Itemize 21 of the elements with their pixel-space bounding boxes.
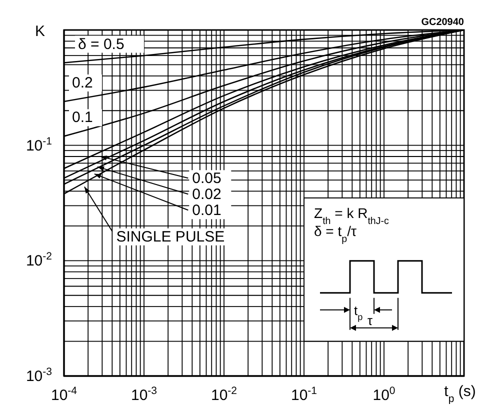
y-axis-title: K xyxy=(34,23,46,40)
series-label: 0.1 xyxy=(72,109,93,126)
series-label: 0.2 xyxy=(72,74,93,92)
x-tick-label: 10$^{-4}$ xyxy=(50,385,78,404)
y-tick-label: 10$^{-1}$ xyxy=(26,135,52,154)
y-tick-label: 10$^{-2}$ xyxy=(26,250,52,270)
annotation: t$_{p}$ xyxy=(354,302,363,322)
annotation: Z$_{th}$ = k R$_{thJ-c}$ xyxy=(314,204,390,226)
text: GC20940 xyxy=(421,17,464,28)
x-tick-label: 10$^{0}$ xyxy=(372,385,396,404)
x-tick-label: 10$^{-2}$ xyxy=(210,385,238,404)
series-label: δ = 0.5 xyxy=(78,36,124,53)
x-tick-label: 10$^{-1}$ xyxy=(290,385,318,404)
y-tick-label: 10$^{-3}$ xyxy=(26,366,52,385)
text: 0.05 xyxy=(192,170,222,188)
x-tick-label: 10$^{-3}$ xyxy=(130,385,158,404)
text: 0.01 xyxy=(192,202,222,220)
text: 0.02 xyxy=(192,186,222,204)
text: SINGLE PULSE xyxy=(116,228,225,246)
x-axis-title: t$_{p}$ (s) xyxy=(444,383,476,405)
annotation: τ xyxy=(367,312,374,328)
